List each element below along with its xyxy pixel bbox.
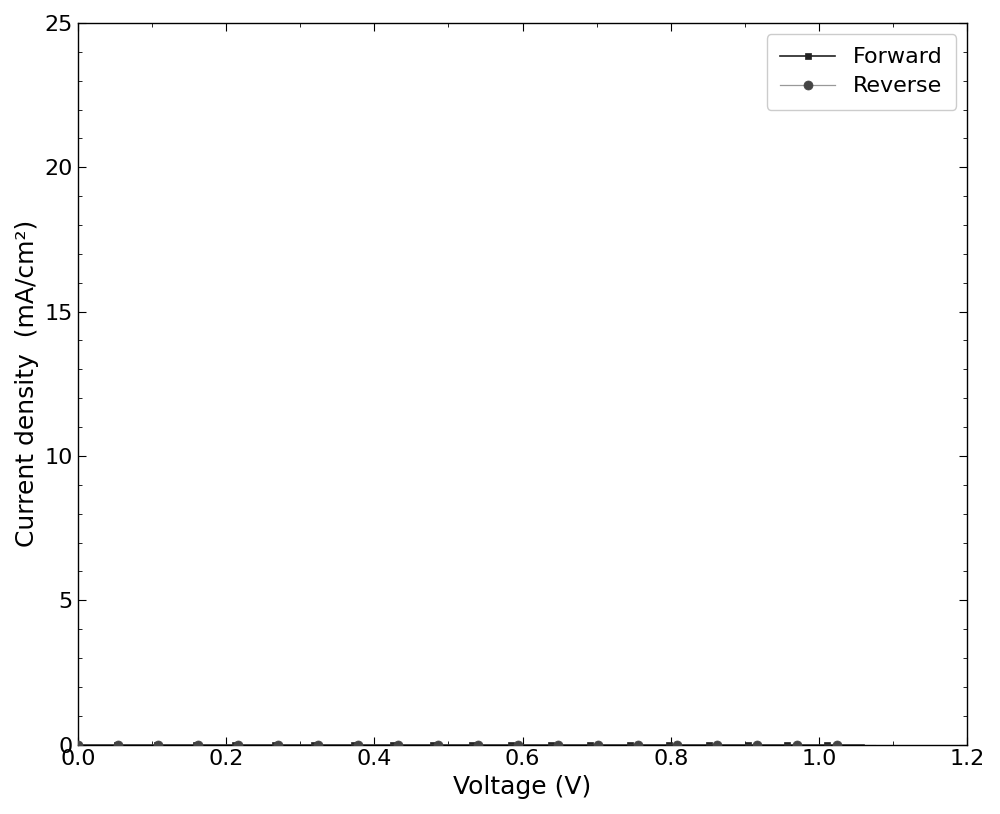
Reverse: [560, 740, 572, 750]
Legend: Forward, Reverse: Forward, Reverse: [767, 34, 956, 110]
Forward: [540, 740, 552, 750]
Line: Reverse: Reverse: [73, 740, 879, 749]
Reverse: [794, 740, 806, 750]
Forward: [72, 740, 84, 750]
Reverse: [72, 740, 84, 750]
Forward: [858, 740, 870, 750]
Y-axis label: Current density  (mA/cm²): Current density (mA/cm²): [15, 220, 39, 548]
Forward: [553, 740, 565, 750]
Reverse: [869, 740, 881, 750]
Forward: [537, 740, 549, 750]
Forward: [74, 740, 86, 750]
Reverse: [546, 740, 558, 750]
Forward: [734, 740, 746, 750]
Forward: [784, 740, 796, 750]
Reverse: [544, 740, 556, 750]
Line: Forward: Forward: [74, 741, 867, 748]
Reverse: [743, 740, 755, 750]
X-axis label: Voltage (V): Voltage (V): [453, 775, 592, 799]
Reverse: [74, 740, 86, 750]
